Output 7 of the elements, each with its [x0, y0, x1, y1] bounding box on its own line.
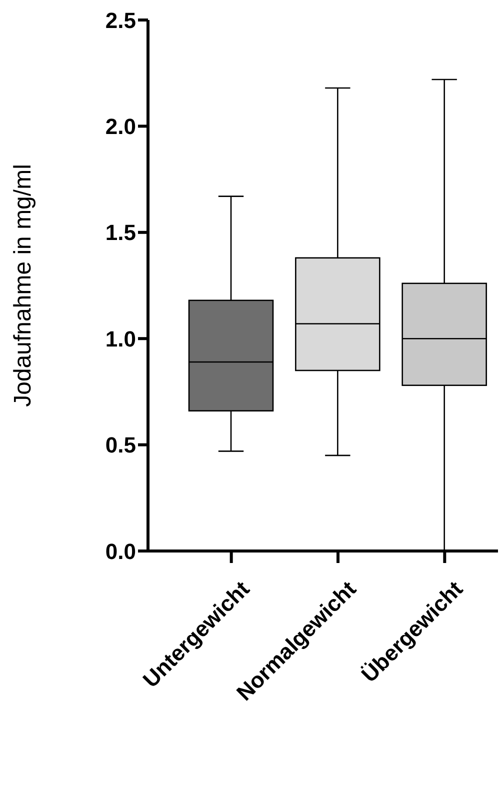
y-tick-label: 2.5 — [105, 8, 136, 33]
y-axis-title: Jodaufnahme in mg/ml — [10, 164, 37, 407]
y-tick-label: 1.5 — [105, 220, 136, 246]
y-tick-label: 0.0 — [105, 538, 136, 564]
y-tick-label: 0.5 — [105, 432, 136, 458]
y-tick-label: 2.0 — [105, 114, 136, 140]
y-tick-label: 1.0 — [105, 326, 136, 352]
